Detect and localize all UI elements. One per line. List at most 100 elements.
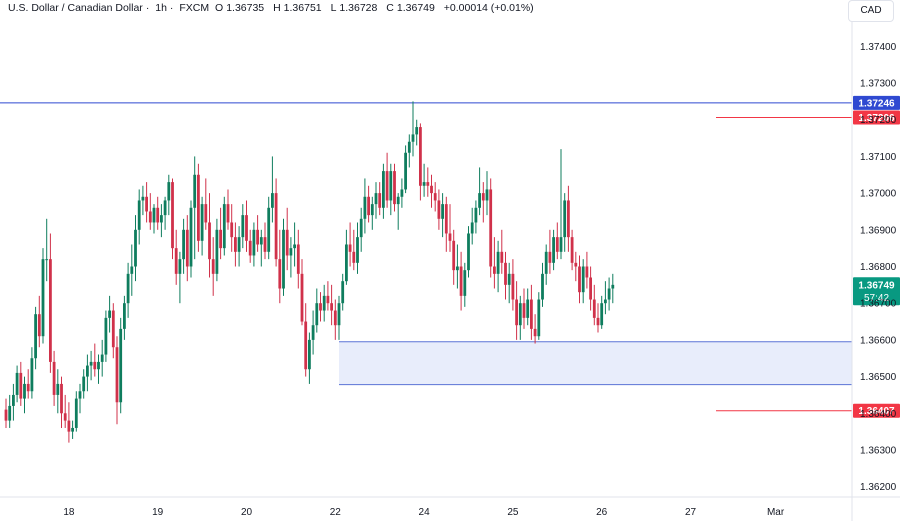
candle-body (41, 259, 45, 337)
candle-body (148, 211, 152, 223)
candle-body (237, 237, 241, 252)
candle-body (411, 134, 415, 142)
candle-body (308, 339, 311, 370)
candles-layer (4, 101, 615, 443)
bar-countdown-label: 57:42 (864, 293, 889, 304)
time-tick-label: 25 (507, 507, 519, 518)
candle-body (530, 299, 533, 329)
time-tick-label: 22 (330, 507, 342, 518)
candle-body (537, 299, 541, 337)
candle-body (141, 196, 145, 201)
currency-button[interactable]: CAD (848, 0, 894, 22)
high-number: 1.36751 (283, 2, 322, 14)
candle-body (89, 361, 93, 366)
candle-body (607, 288, 611, 300)
close-value: C 1.36749 (386, 2, 438, 14)
candle-body (259, 237, 263, 245)
candle-body (433, 193, 437, 201)
candle-body (130, 266, 134, 274)
candle-body (470, 222, 474, 234)
level-price-label: 1.37246 (858, 98, 895, 109)
candle-body (448, 233, 452, 241)
candle-body (285, 229, 289, 256)
open-number: 1.36735 (226, 2, 265, 14)
time-tick-label: 18 (63, 507, 75, 518)
candle-body (600, 303, 604, 326)
candle-body (493, 266, 496, 274)
time-tick-label: 24 (419, 507, 431, 518)
candle-body (34, 314, 37, 359)
level-price-tag (853, 110, 900, 125)
candle-body (30, 358, 34, 392)
level-price-label: 1.37206 (858, 113, 895, 124)
candle-body (26, 383, 30, 392)
level-price-label: 1.36407 (858, 406, 895, 417)
symbol-header: U.S. Dollar / Canadian Dollar · 1h · FXCM … (8, 2, 534, 14)
last-price-tag (853, 277, 900, 306)
candle-body (252, 229, 256, 256)
candle-body (63, 413, 67, 421)
candle-body (278, 259, 282, 289)
high-label: H (273, 2, 281, 14)
candle-body (311, 325, 315, 340)
price-tick-label: 1.36400 (860, 409, 897, 420)
candle-body (293, 244, 296, 249)
candle-body (263, 237, 267, 252)
candle-body (226, 204, 230, 223)
price-tick-label: 1.37100 (860, 152, 897, 163)
candle-body (296, 244, 300, 274)
candle-body (363, 196, 367, 219)
candle-body (123, 303, 126, 329)
candle-body (500, 251, 504, 263)
candle-body (437, 200, 441, 219)
symbol-name[interactable]: U.S. Dollar / Canadian Dollar (8, 2, 143, 14)
candle-body (426, 182, 430, 186)
candle-body (345, 244, 348, 282)
price-tick-label: 1.37400 (860, 42, 897, 53)
candle-body (86, 365, 89, 377)
candle-body (52, 361, 56, 395)
candle-body (115, 347, 119, 403)
price-axis-layer: 1.36200 1.36300 1.36400 1.36500 1.36600 1.367… (851, 0, 897, 521)
candle-body (518, 303, 522, 326)
candle-body (145, 196, 148, 212)
candle-body (60, 383, 63, 414)
candle-body (49, 259, 52, 362)
candle-body (604, 299, 607, 304)
candle-body (197, 174, 200, 241)
candle-body (15, 372, 19, 395)
candle-body (19, 372, 23, 399)
candle-body (234, 237, 237, 252)
candle-body (559, 237, 563, 252)
candle-body (156, 207, 160, 223)
price-tick-label: 1.36200 (860, 482, 897, 493)
candle-body (585, 266, 589, 278)
price-tick-label: 1.36800 (860, 262, 897, 273)
price-tick-label: 1.36900 (860, 225, 897, 236)
candle-body (204, 204, 208, 223)
candle-body (496, 251, 500, 274)
candle-body (526, 299, 530, 318)
time-tick-label: 26 (596, 507, 608, 518)
time-tick-label: 19 (152, 507, 164, 518)
candle-body (541, 273, 544, 300)
candle-body (256, 229, 259, 245)
price-tick-label: 1.37300 (860, 79, 897, 90)
candle-body (267, 207, 271, 252)
candle-body (378, 193, 382, 208)
interval-label[interactable]: 1h (155, 2, 167, 14)
close-number: 1.36749 (396, 2, 435, 14)
time-tick-label: 27 (685, 507, 697, 518)
candle-body (574, 262, 578, 267)
candle-body (82, 376, 86, 392)
candle-body (474, 207, 478, 223)
candle-body (326, 295, 330, 304)
candle-body (111, 310, 115, 348)
candle-body (407, 141, 411, 153)
price-tick-label: 1.37200 (860, 115, 897, 126)
candle-body (97, 361, 100, 370)
candle-body (319, 303, 322, 311)
candle-body (356, 237, 359, 263)
candle-body (171, 182, 174, 249)
